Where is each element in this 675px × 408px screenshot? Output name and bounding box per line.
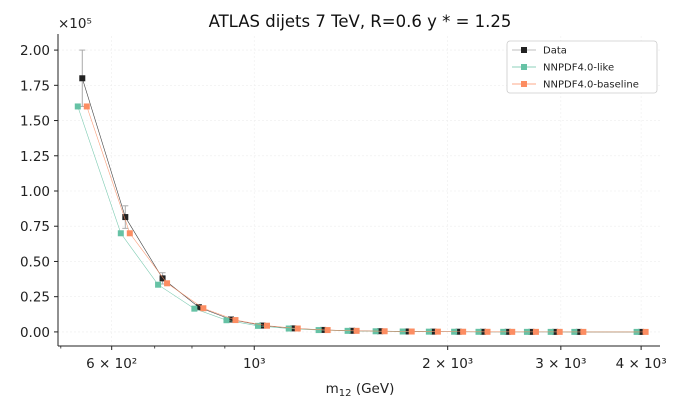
data-point	[556, 328, 563, 335]
x-axis-label: m12 (GeV)	[326, 381, 395, 399]
x-tick-label: 2 × 10³	[422, 356, 473, 372]
data-point	[315, 327, 322, 334]
data-point	[126, 230, 133, 237]
legend-marker	[521, 64, 527, 70]
data-point	[324, 327, 331, 334]
legend-marker	[521, 81, 527, 87]
y-axis: 0.00 0.25 0.50 0.75 1.00 1.25 1.50 1.75 2.00	[20, 34, 59, 346]
y-tick-label: 2.00	[20, 43, 50, 59]
data-point	[642, 328, 649, 335]
data-point	[74, 103, 81, 110]
data-point	[353, 327, 360, 334]
data-point	[532, 328, 539, 335]
data-point	[381, 328, 388, 335]
data-point	[259, 322, 266, 329]
data-point	[580, 328, 587, 335]
chart-title: ATLAS dijets 7 TeV, R=0.6 y * = 1.25	[209, 12, 512, 31]
y-tick-label: 1.50	[20, 114, 50, 130]
series-nnpdf4-0-like	[74, 103, 640, 335]
y-tick-label: 0.50	[20, 254, 50, 270]
y-multiplier: ×10⁵	[58, 16, 92, 32]
data-point	[159, 275, 166, 282]
data-point	[79, 75, 86, 82]
legend-box	[506, 40, 658, 94]
y-tick-label: 1.00	[20, 184, 50, 200]
legend: Data NNPDF4.0-like NNPDF4.0-baseline	[506, 40, 658, 94]
plot-area	[74, 49, 649, 335]
data-point	[164, 280, 171, 287]
x-tick-label: 4 × 10³	[616, 356, 667, 372]
y-tick-label: 1.75	[20, 78, 50, 94]
x-tick-label: 10³	[243, 356, 266, 372]
series-line	[81, 78, 642, 333]
y-tick-label: 1.25	[20, 149, 50, 165]
data-point	[122, 214, 129, 221]
data-point	[285, 325, 292, 332]
data-point	[117, 230, 124, 237]
y-tick-label: 0.75	[20, 219, 50, 235]
legend-marker	[521, 47, 527, 53]
series-line	[86, 106, 646, 333]
data-point	[195, 304, 202, 311]
data-point	[223, 317, 230, 324]
data-point	[294, 325, 301, 332]
data-point	[191, 305, 198, 312]
data-point	[227, 316, 234, 323]
data-point	[200, 305, 207, 312]
data-point	[484, 328, 491, 335]
data-point	[83, 103, 90, 110]
x-axis: 6 × 10² 10³ 2 × 10³ 3 × 10³ 4 × 10³	[58, 345, 667, 372]
legend-label: NNPDF4.0-like	[543, 63, 614, 74]
data-point	[155, 281, 162, 288]
data-point	[434, 328, 441, 335]
legend-label: NNPDF4.0-baseline	[543, 80, 639, 91]
data-point	[263, 322, 270, 329]
y-tick-label: 0.00	[20, 325, 50, 341]
data-point	[232, 317, 239, 324]
legend-label: Data	[543, 46, 567, 57]
data-point	[460, 328, 467, 335]
data-point	[408, 328, 415, 335]
data-point	[509, 328, 516, 335]
y-tick-label: 0.25	[20, 290, 50, 306]
x-tick-label: 3 × 10³	[535, 356, 586, 372]
x-tick-label: 6 × 10²	[86, 356, 137, 372]
data-point	[254, 322, 261, 329]
grid	[58, 36, 660, 346]
series-nnpdf4-0-baseline	[83, 103, 649, 335]
series-line	[77, 106, 637, 333]
